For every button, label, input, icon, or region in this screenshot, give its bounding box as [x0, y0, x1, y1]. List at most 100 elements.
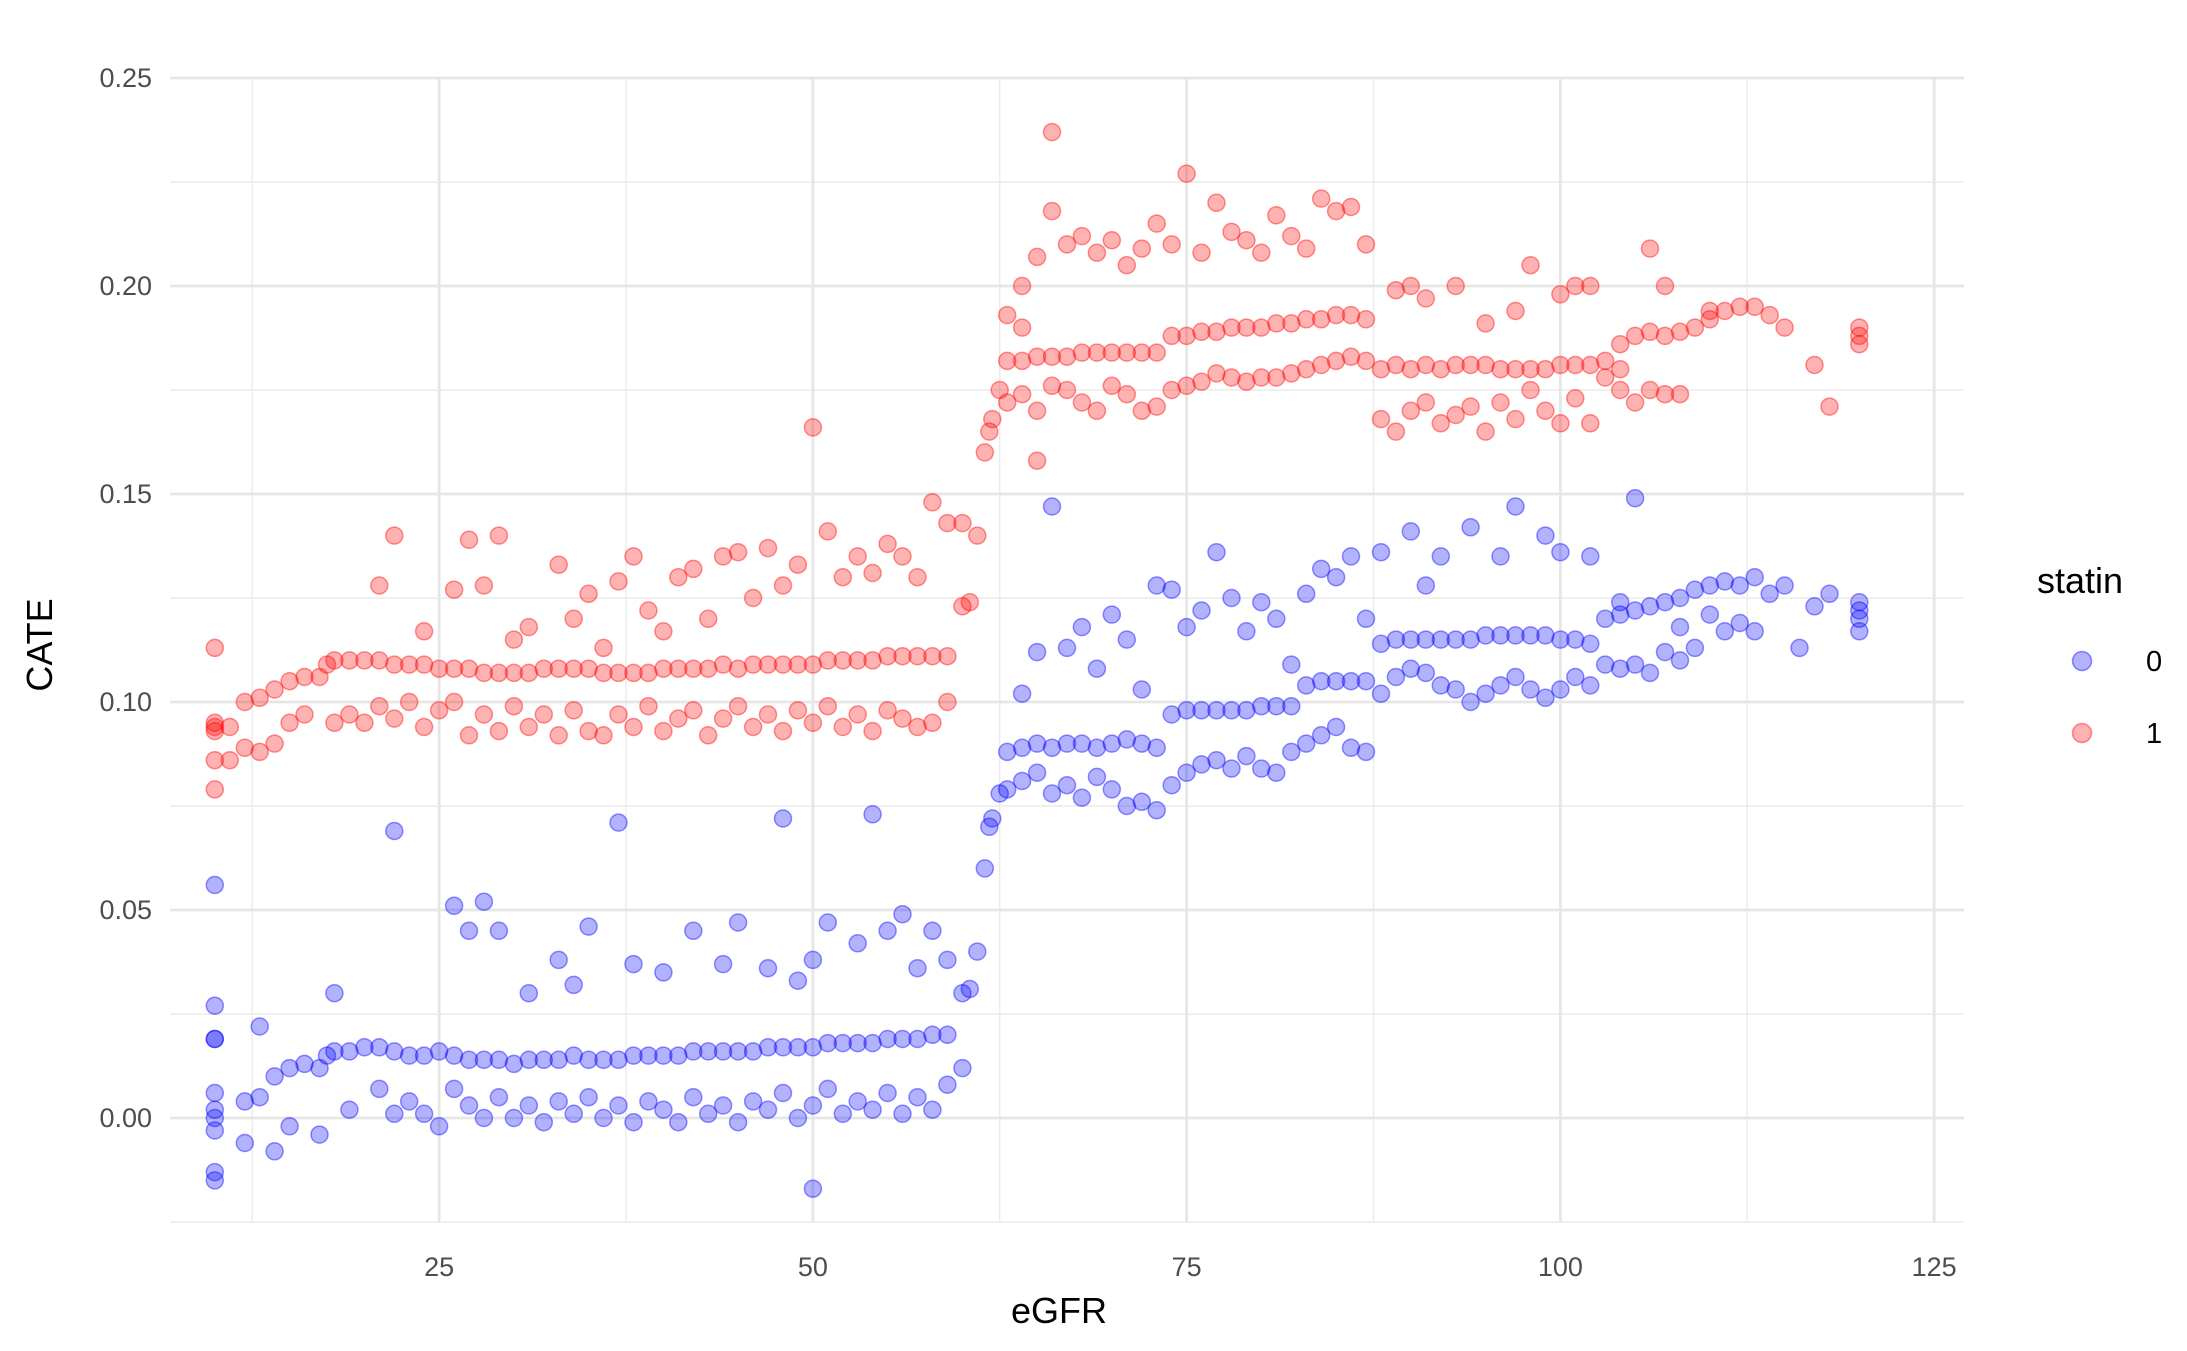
data-point	[519, 617, 539, 637]
data-point	[1042, 497, 1062, 516]
data-point	[265, 734, 284, 753]
data-point	[743, 655, 763, 674]
data-point	[205, 1162, 225, 1182]
data-point	[624, 1112, 643, 1132]
data-point	[1401, 630, 1421, 649]
data-point	[1237, 746, 1256, 766]
data-point	[579, 1087, 598, 1107]
data-point	[818, 913, 838, 932]
data-point	[549, 659, 568, 678]
data-point	[205, 638, 225, 658]
major-gridlines	[170, 76, 1964, 1222]
data-point	[848, 705, 867, 724]
data-point	[504, 1054, 524, 1074]
data-point	[1610, 359, 1630, 379]
data-point	[624, 717, 643, 737]
data-point	[669, 567, 688, 587]
data-point	[1356, 310, 1376, 329]
data-point	[1416, 289, 1436, 308]
data-point	[414, 1104, 434, 1124]
data-point	[489, 721, 509, 741]
data-point	[953, 597, 972, 616]
data-point	[1087, 401, 1107, 421]
data-point	[429, 1042, 449, 1061]
data-point	[1311, 671, 1331, 691]
data-point	[594, 638, 613, 658]
data-point	[624, 547, 643, 566]
data-point	[1147, 343, 1166, 362]
data-point	[803, 1038, 823, 1057]
data-point	[1551, 414, 1570, 433]
data-point	[1177, 617, 1196, 637]
data-point	[1027, 401, 1047, 421]
data-point	[340, 1042, 359, 1061]
data-point	[1311, 310, 1331, 329]
data-point	[1371, 542, 1391, 562]
data-point	[1147, 397, 1166, 416]
data-point	[1027, 642, 1047, 662]
y-tick-label: 0.25	[99, 63, 152, 93]
data-point	[938, 692, 957, 712]
data-point	[549, 726, 568, 745]
data-point	[1192, 601, 1211, 620]
data-point	[310, 667, 329, 687]
data-point	[713, 547, 733, 566]
data-point	[1012, 738, 1032, 758]
data-point	[355, 1038, 374, 1057]
data-point	[1222, 759, 1241, 778]
data-point	[519, 983, 539, 1003]
data-point	[997, 742, 1017, 762]
data-point	[340, 1100, 359, 1119]
data-point	[803, 713, 823, 733]
data-point	[833, 567, 853, 587]
data-point	[1521, 626, 1540, 645]
data-point	[878, 534, 897, 554]
data-point	[459, 659, 479, 678]
data-point	[1012, 351, 1032, 371]
data-point	[489, 663, 509, 683]
data-point	[205, 875, 225, 895]
data-point	[893, 1104, 912, 1124]
data-point	[908, 958, 927, 978]
data-point	[818, 651, 838, 670]
data-point	[773, 1083, 793, 1103]
data-point	[743, 1092, 763, 1111]
data-point	[1356, 609, 1376, 629]
data-point	[399, 655, 419, 674]
data-point	[235, 738, 255, 758]
data-point	[1850, 601, 1869, 620]
data-point	[1311, 355, 1331, 375]
data-point	[1102, 734, 1122, 753]
data-point	[684, 659, 703, 678]
data-point	[1282, 742, 1301, 762]
data-point	[908, 1087, 927, 1107]
data-point	[609, 663, 628, 683]
data-point	[1102, 780, 1122, 799]
data-point	[1850, 318, 1869, 337]
data-point	[1461, 397, 1480, 416]
data-point	[235, 1133, 255, 1153]
legend: statin 0 1	[2037, 560, 2162, 750]
data-point	[1042, 122, 1062, 142]
data-point	[489, 526, 509, 545]
data-point	[1446, 405, 1465, 425]
data-point	[1072, 617, 1092, 637]
data-point	[1012, 276, 1032, 296]
data-point	[1446, 276, 1465, 296]
data-point	[1416, 393, 1436, 412]
data-point	[669, 709, 688, 728]
data-point	[1386, 280, 1406, 300]
data-point	[1117, 255, 1137, 275]
data-point	[1222, 588, 1241, 608]
data-point	[1102, 376, 1122, 396]
legend-marker-series-0	[2071, 650, 2093, 672]
data-point	[975, 443, 995, 462]
data-point	[1177, 701, 1196, 720]
data-point	[474, 705, 494, 724]
data-point	[205, 721, 225, 741]
data-point	[265, 680, 284, 699]
data-point	[579, 584, 598, 604]
data-point	[1625, 326, 1645, 346]
data-point	[997, 393, 1017, 412]
data-point	[713, 1096, 733, 1115]
